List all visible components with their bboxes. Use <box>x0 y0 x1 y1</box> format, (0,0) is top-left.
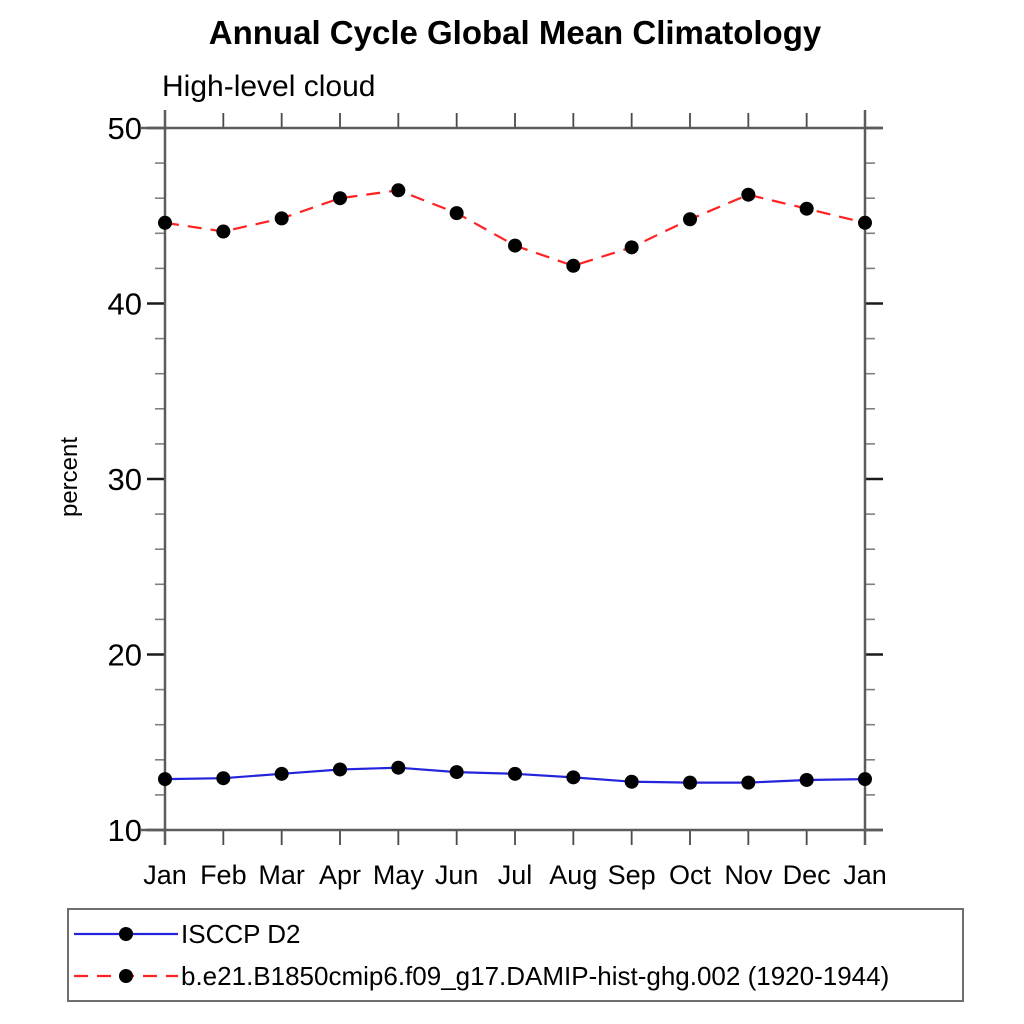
y-tick-label: 50 <box>108 111 142 146</box>
data-point-marker <box>449 765 464 780</box>
x-tick-label: Oct <box>669 860 712 890</box>
data-point-marker <box>566 258 581 273</box>
data-point-marker <box>158 215 172 230</box>
data-point-marker <box>158 772 172 787</box>
marker-dot-icon <box>119 927 133 941</box>
legend-label-model: b.e21.B1850cmip6.f09_g17.DAMIP-hist-ghg.… <box>181 960 890 991</box>
data-point-marker <box>449 206 464 221</box>
legend-line-sample-solid <box>74 927 178 941</box>
data-point-marker <box>391 760 406 775</box>
x-tick-label: May <box>373 860 425 890</box>
data-point-marker <box>858 215 872 230</box>
legend-label-isccp: ISCCP D2 <box>181 918 301 949</box>
chart-subtitle: High-level cloud <box>162 70 376 103</box>
legend-item-model: b.e21.B1850cmip6.f09_g17.DAMIP-hist-ghg.… <box>69 959 962 993</box>
legend-line-sample-dashed <box>74 969 178 983</box>
x-tick-label: Aug <box>549 860 597 890</box>
data-point-marker <box>333 762 347 777</box>
data-point-marker <box>683 775 697 790</box>
data-point-marker <box>216 771 231 786</box>
y-tick-label: 40 <box>108 287 142 322</box>
x-tick-label: Nov <box>724 860 773 890</box>
legend: ISCCP D2 b.e21.B1850cmip6.f09_g17.DAMIP-… <box>67 908 964 1002</box>
x-tick-label: Dec <box>783 860 831 890</box>
data-point-marker <box>741 187 756 202</box>
data-point-marker <box>624 240 639 255</box>
y-tick-label: 20 <box>108 638 142 673</box>
data-point-marker <box>799 201 814 216</box>
data-point-marker <box>391 183 406 198</box>
x-tick-label: Jan <box>843 860 887 890</box>
data-point-marker <box>333 191 347 206</box>
x-tick-label: Jun <box>435 860 479 890</box>
x-tick-label: Feb <box>200 860 247 890</box>
data-point-marker <box>683 212 697 227</box>
data-point-marker <box>799 772 814 787</box>
y-tick-label: 30 <box>108 462 142 497</box>
data-point-marker <box>508 238 522 253</box>
data-point-marker <box>508 766 522 781</box>
x-tick-label: Apr <box>319 860 361 890</box>
y-tick-label: 10 <box>108 813 142 848</box>
data-point-marker <box>566 770 581 785</box>
data-point-marker <box>274 766 289 781</box>
x-tick-label: Jul <box>498 860 533 890</box>
x-tick-label: Sep <box>608 860 656 890</box>
data-point-marker <box>741 775 756 790</box>
x-tick-label: Mar <box>258 860 305 890</box>
marker-dot-icon <box>119 969 133 983</box>
data-point-marker <box>624 774 639 789</box>
series-line-1 <box>164 189 866 267</box>
x-tick-label: Jan <box>143 860 187 890</box>
data-point-marker <box>216 224 231 239</box>
legend-item-isccp: ISCCP D2 <box>69 917 962 951</box>
data-point-marker <box>274 211 289 226</box>
data-point-marker <box>858 772 872 787</box>
chart-title: Annual Cycle Global Mean Climatology <box>208 14 822 51</box>
